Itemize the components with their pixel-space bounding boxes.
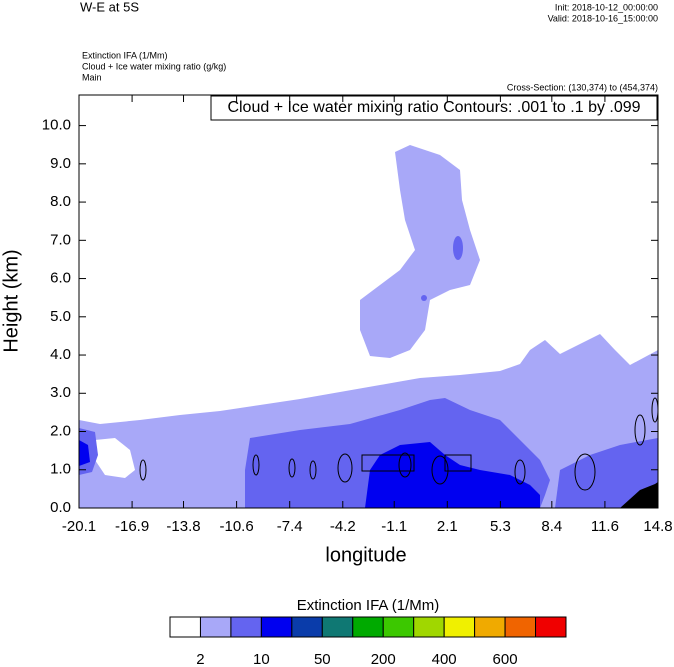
x-tick-label: -10.6: [220, 518, 254, 535]
y-tick-label: 9.0: [50, 155, 71, 172]
colorbar-box: [352, 616, 384, 638]
region: [360, 145, 480, 358]
region: [620, 482, 658, 508]
colorbar-box: [230, 616, 262, 638]
x-tick-label: 14.8: [643, 518, 672, 535]
colorbar-box: [474, 616, 506, 638]
x-tick-label: 11.6: [591, 518, 619, 535]
colorbar-box: [443, 616, 476, 638]
x-tick-label: 8.4: [541, 518, 562, 535]
y-tick-label: 6.0: [50, 270, 71, 287]
x-tick-label: -4.2: [330, 518, 356, 535]
y-tick-label: 2.0: [50, 422, 71, 439]
y-tick-label: 0.0: [50, 499, 71, 516]
colorbar-box: [504, 616, 537, 638]
y-tick-label: 4.0: [50, 346, 71, 363]
colorbar-box: [535, 616, 567, 638]
colorbar-title: Extinction IFA (1/Mm): [297, 597, 440, 614]
region: [365, 442, 540, 508]
y-tick-label: 7.0: [50, 231, 71, 248]
colorbar-box: [169, 616, 201, 638]
x-tick-label: 2.1: [437, 518, 458, 535]
colorbar-label: 2: [196, 651, 204, 667]
x-tick-label: -13.8: [166, 518, 200, 535]
y-tick-label: 8.0: [50, 193, 71, 210]
field-label: Extinction IFA (1/Mm): [82, 50, 168, 60]
field-label: Cloud + Ice water mixing ratio (g/kg): [82, 61, 226, 71]
colorbar-box: [199, 616, 232, 638]
plot-frame: [78, 94, 659, 509]
y-axis-label: Height (km): [0, 249, 22, 352]
y-tick-label: 5.0: [50, 308, 71, 325]
field-label: Main: [82, 72, 102, 82]
region: [95, 438, 135, 478]
colorbar-label: 600: [493, 651, 518, 667]
region: [555, 438, 658, 508]
colorbar-box: [413, 616, 445, 638]
chart-title: W-E at 5S: [80, 0, 139, 14]
colorbar-box: [382, 616, 415, 638]
region: [79, 440, 90, 466]
y-tick-label: 3.0: [50, 384, 71, 401]
x-axis-label: longitude: [325, 544, 406, 566]
region: [453, 236, 463, 260]
colorbar-label: 400: [432, 651, 457, 667]
colorbar-box: [291, 616, 323, 638]
colorbar-label: 200: [371, 651, 396, 667]
colorbar-label: 50: [314, 651, 331, 667]
valid-time: Valid: 2018-10-16_15:00:00: [548, 13, 658, 23]
y-tick-label: 1.0: [50, 461, 71, 478]
contour-lines: [139, 397, 659, 491]
init-time: Init: 2018-10-12_00:00:00: [555, 2, 658, 12]
x-tick-label: -1.1: [381, 518, 407, 535]
x-tick-label: 5.3: [490, 518, 511, 535]
y-tick-label: 10.0: [42, 117, 71, 134]
plot-fields: [79, 145, 659, 508]
x-tick-label: -7.4: [277, 518, 303, 535]
region: [421, 295, 427, 301]
x-tick-label: -16.9: [115, 518, 149, 535]
colorbar-label: 10: [253, 651, 270, 667]
x-tick-label: -20.1: [62, 518, 96, 535]
colorbar-box: [260, 616, 293, 638]
contour-label: Cloud + Ice water mixing ratio Contours:…: [227, 99, 640, 116]
contour-label-box: [210, 95, 658, 121]
cross-section: Cross-Section: (130,374) to (454,374): [507, 82, 658, 92]
colorbar-box: [321, 616, 354, 638]
